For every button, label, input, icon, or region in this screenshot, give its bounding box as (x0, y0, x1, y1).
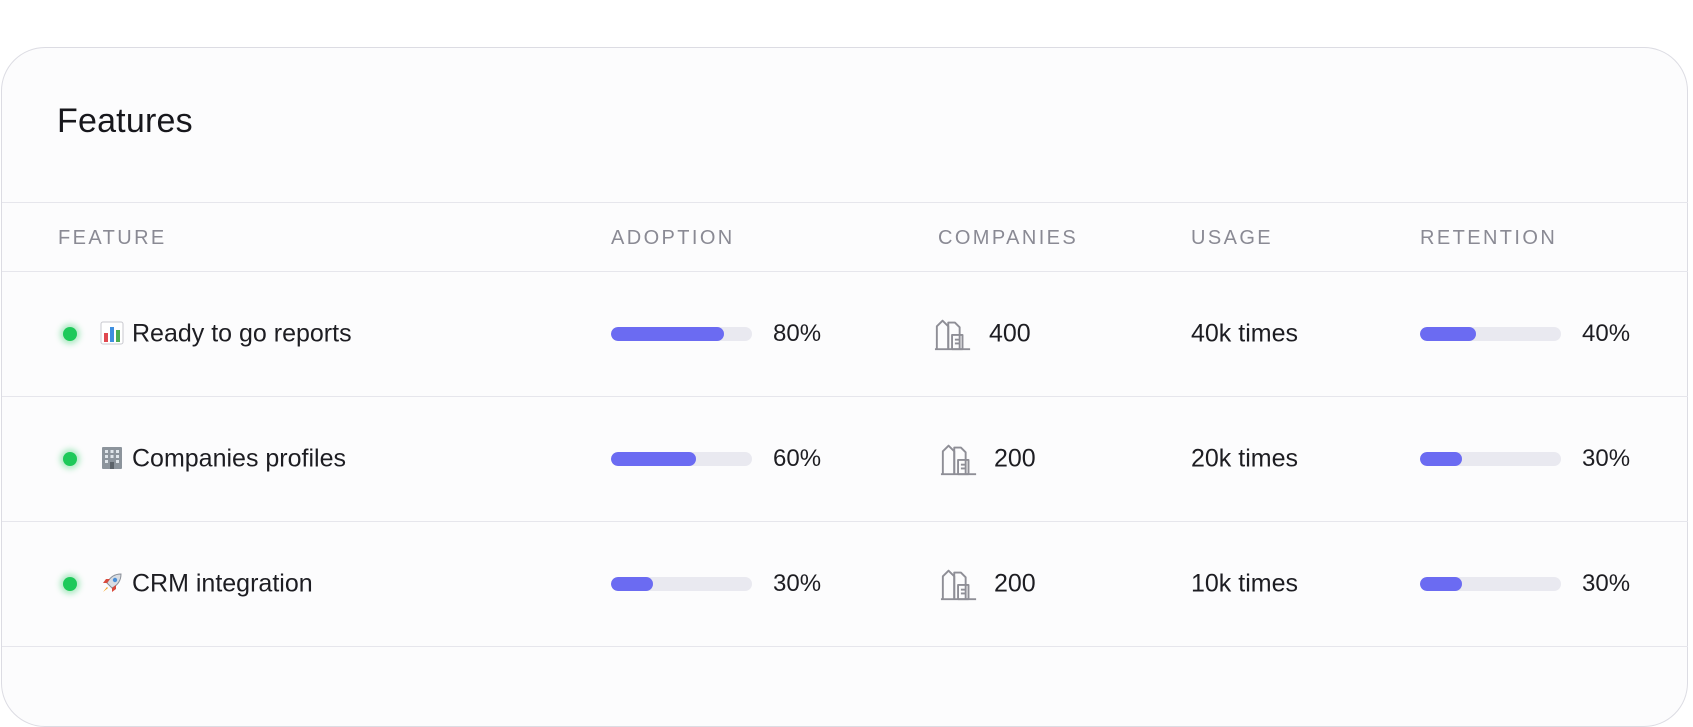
retention-bar (1420, 327, 1561, 341)
adoption-bar (611, 577, 752, 591)
companies-count: 200 (994, 569, 1036, 598)
usage-value: 40k times (1191, 319, 1298, 348)
column-header-usage[interactable]: USAGE (1191, 227, 1274, 249)
usage-value: 20k times (1191, 444, 1298, 473)
header-divider-bottom (2, 271, 1688, 272)
office-building-emoji-icon (102, 447, 122, 469)
status-active-dot (63, 327, 77, 341)
adoption-value: 60% (773, 445, 822, 472)
buildings-icon (940, 569, 977, 601)
retention-bar-fill (1420, 452, 1463, 466)
retention-bar (1420, 452, 1561, 466)
card-title: Features (57, 102, 193, 140)
column-header-companies[interactable]: COMPANIES (938, 227, 1079, 249)
buildings-icon (940, 444, 977, 476)
feature-name[interactable]: CRM integration (132, 569, 313, 598)
status-active-dot (63, 577, 77, 591)
adoption-bar-fill (611, 327, 724, 341)
status-active-dot (63, 452, 77, 466)
row-divider (2, 396, 1688, 397)
row-divider (2, 521, 1688, 522)
table-row[interactable]: CRM integration 30% 200 10k times 30% (0, 522, 1693, 646)
adoption-value: 30% (773, 570, 822, 597)
adoption-bar-fill (611, 452, 696, 466)
row-divider (2, 646, 1688, 647)
adoption-value: 80% (773, 320, 822, 347)
table-row[interactable]: Ready to go reports 80% 400 40k times 40… (0, 272, 1693, 396)
feature-name[interactable]: Companies profiles (132, 444, 346, 473)
buildings-icon (934, 319, 971, 351)
companies-count: 200 (994, 444, 1036, 473)
column-header-retention[interactable]: RETENTION (1420, 227, 1558, 249)
table-row[interactable]: Companies profiles 60% 200 20k times 30% (0, 397, 1693, 521)
column-header-feature[interactable]: FEATURE (58, 227, 167, 249)
rocket-emoji-icon (103, 573, 122, 592)
retention-bar (1420, 577, 1561, 591)
feature-name[interactable]: Ready to go reports (132, 319, 352, 348)
bar-chart-emoji-icon (100, 321, 124, 345)
adoption-bar-fill (611, 577, 654, 591)
adoption-bar (611, 327, 752, 341)
usage-value: 10k times (1191, 569, 1298, 598)
retention-value: 30% (1582, 570, 1631, 597)
features-card (1, 47, 1688, 727)
retention-bar-fill (1420, 577, 1463, 591)
retention-bar-fill (1420, 327, 1477, 341)
adoption-bar (611, 452, 752, 466)
header-divider-top (2, 202, 1688, 203)
column-header-adoption[interactable]: ADOPTION (611, 227, 735, 249)
companies-count: 400 (989, 319, 1031, 348)
retention-value: 40% (1582, 320, 1631, 347)
retention-value: 30% (1582, 445, 1631, 472)
